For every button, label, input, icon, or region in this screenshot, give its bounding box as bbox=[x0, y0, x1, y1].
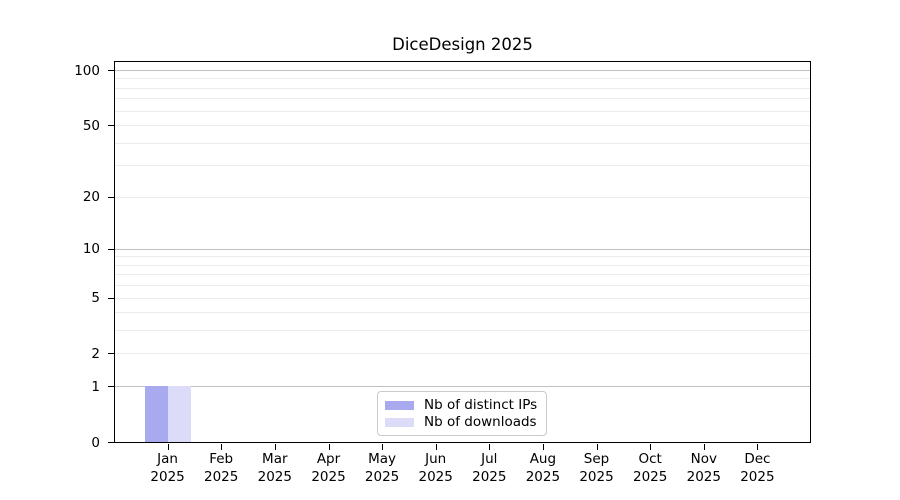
legend-label-downloads: Nb of downloads bbox=[424, 413, 537, 430]
legend-label-distinct-ips: Nb of distinct IPs bbox=[424, 396, 538, 413]
legend-item-distinct-ips: Nb of distinct IPs bbox=[385, 397, 546, 414]
plot-area bbox=[114, 61, 811, 443]
y-tick-100 bbox=[108, 70, 114, 71]
y-tick-label-50: 50 bbox=[82, 117, 100, 134]
x-tick-label-apr: Apr 2025 bbox=[311, 451, 346, 485]
y-tick-2 bbox=[108, 353, 114, 355]
y-tick-label-2: 2 bbox=[91, 345, 100, 362]
y-tick-1 bbox=[108, 386, 114, 388]
x-tick-may bbox=[382, 444, 384, 450]
x-tick-label-jul: Jul 2025 bbox=[472, 451, 507, 485]
y-tick-label-5: 5 bbox=[91, 290, 100, 307]
x-tick-jan bbox=[167, 444, 169, 450]
x-tick-label-may: May 2025 bbox=[364, 451, 400, 485]
x-tick-jul bbox=[489, 444, 491, 450]
y-tick-label-20: 20 bbox=[82, 189, 100, 206]
bar-nb-of-downloads-jan bbox=[167, 386, 191, 442]
y-gridline-minor-9 bbox=[115, 256, 810, 258]
y-gridline-minor-5 bbox=[115, 297, 810, 299]
x-tick-label-jun: Jun 2025 bbox=[418, 451, 453, 485]
x-tick-label-oct: Oct 2025 bbox=[633, 451, 668, 485]
x-tick-label-mar: Mar 2025 bbox=[257, 451, 292, 485]
y-gridline-minor-90 bbox=[115, 78, 810, 80]
y-gridline-minor-50 bbox=[115, 125, 810, 127]
y-gridline-minor-6 bbox=[115, 285, 810, 287]
y-gridline-minor-30 bbox=[115, 165, 810, 167]
legend: Nb of distinct IPs Nb of downloads bbox=[377, 391, 547, 436]
y-gridline-minor-80 bbox=[115, 87, 810, 89]
x-tick-mar bbox=[274, 444, 276, 450]
bar-nb-of-distinct-ips-jan bbox=[144, 386, 168, 442]
x-tick-dec bbox=[757, 444, 759, 450]
y-tick-50 bbox=[108, 125, 114, 127]
y-tick-label-1: 1 bbox=[91, 378, 100, 395]
x-tick-label-feb: Feb 2025 bbox=[204, 451, 239, 485]
y-gridline-minor-3 bbox=[115, 330, 810, 332]
y-gridline-major-10 bbox=[115, 248, 810, 250]
y-gridline-minor-20 bbox=[115, 196, 810, 198]
x-tick-label-dec: Dec 2025 bbox=[740, 451, 775, 485]
x-tick-oct bbox=[650, 444, 652, 450]
x-tick-apr bbox=[328, 444, 330, 450]
y-gridline-minor-60 bbox=[115, 110, 810, 112]
y-tick-0 bbox=[108, 442, 114, 443]
legend-item-downloads: Nb of downloads bbox=[385, 414, 546, 431]
y-tick-label-0: 0 bbox=[91, 434, 100, 451]
y-tick-label-100: 100 bbox=[74, 62, 100, 79]
y-gridline-minor-2 bbox=[115, 353, 810, 355]
y-gridline-minor-7 bbox=[115, 274, 810, 276]
legend-swatch-distinct-ips bbox=[385, 400, 414, 410]
x-tick-label-aug: Aug 2025 bbox=[525, 451, 561, 485]
y-tick-label-10: 10 bbox=[82, 241, 100, 258]
y-gridline-minor-40 bbox=[115, 142, 810, 144]
y-gridline-minor-4 bbox=[115, 312, 810, 314]
y-gridline-major-100 bbox=[115, 70, 810, 71]
x-tick-jun bbox=[435, 444, 437, 450]
y-tick-10 bbox=[108, 248, 114, 250]
x-tick-sep bbox=[596, 444, 598, 450]
chart-title: DiceDesign 2025 bbox=[392, 35, 533, 54]
x-tick-aug bbox=[542, 444, 544, 450]
y-tick-5 bbox=[108, 297, 114, 299]
x-tick-feb bbox=[221, 444, 223, 450]
y-gridline-minor-8 bbox=[115, 264, 810, 266]
x-tick-label-sep: Sep 2025 bbox=[579, 451, 614, 485]
x-tick-label-jan: Jan 2025 bbox=[150, 451, 185, 485]
legend-swatch-downloads bbox=[385, 417, 414, 427]
y-gridline-major-1 bbox=[115, 386, 810, 388]
x-tick-label-nov: Nov 2025 bbox=[686, 451, 721, 485]
y-gridline-minor-70 bbox=[115, 98, 810, 100]
y-tick-20 bbox=[108, 196, 114, 198]
x-tick-nov bbox=[703, 444, 705, 450]
